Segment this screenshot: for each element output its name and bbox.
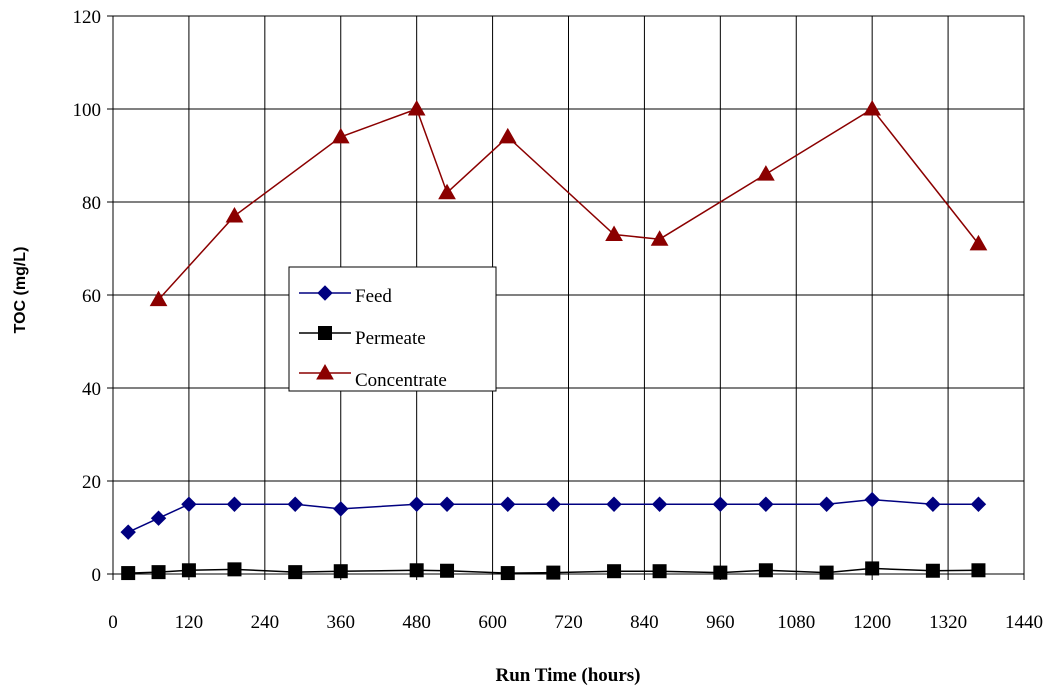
- x-tick-label: 120: [175, 612, 204, 633]
- permeate-point: [925, 563, 940, 578]
- permeate-point: [333, 564, 348, 579]
- x-tick-label: 600: [478, 612, 507, 633]
- grid-layer: [107, 15, 1025, 580]
- feed-point: [925, 496, 941, 512]
- permeate-point: [181, 563, 196, 578]
- permeate-point: [652, 564, 667, 579]
- feed-point: [500, 496, 516, 512]
- feed-point: [712, 496, 729, 512]
- feed-point: [408, 496, 425, 512]
- legend-marker-concentrate: [316, 363, 334, 380]
- concentrate-point: [498, 127, 517, 144]
- x-tick-label: 1320: [929, 612, 967, 633]
- feed-point: [970, 496, 987, 512]
- legend-item-feed: Feed: [299, 285, 392, 307]
- legend-item-permeate: Permeate: [299, 326, 426, 349]
- y-tick-label: 120: [73, 7, 102, 28]
- permeate-point: [227, 562, 242, 577]
- permeate-point: [121, 566, 136, 581]
- feed-point: [439, 496, 455, 512]
- y-tick-label: 40: [82, 379, 101, 400]
- legend-label-concentrate: Concentrate: [355, 370, 447, 391]
- x-tick-label: 1080: [777, 612, 815, 633]
- legend-item-concentrate: Concentrate: [299, 363, 447, 391]
- x-tick-label: 1200: [853, 612, 891, 633]
- concentrate-point: [331, 127, 350, 144]
- x-axis-label: Run Time (hours): [496, 665, 641, 686]
- x-tick-label: 360: [327, 612, 356, 633]
- feed-point: [864, 491, 880, 508]
- permeate-line: [128, 567, 979, 574]
- y-tick-label: 80: [82, 193, 101, 214]
- legend: Feed Permeate Concentrate: [288, 266, 497, 392]
- legend-marker-feed: [317, 285, 333, 301]
- x-tick-label: 840: [630, 612, 659, 633]
- y-tick-label: 20: [82, 472, 101, 493]
- feed-point: [181, 496, 197, 512]
- permeate-point: [409, 563, 424, 578]
- permeate-point: [151, 565, 166, 580]
- x-tick-label: 480: [402, 612, 431, 633]
- permeate-point: [440, 563, 455, 578]
- x-tick-label: 1440: [1005, 612, 1043, 633]
- x-tick-label: 720: [554, 612, 583, 633]
- feed-point: [606, 496, 622, 512]
- feed-point: [226, 496, 243, 512]
- legend-marker-permeate: [318, 326, 332, 340]
- concentrate-point: [863, 99, 882, 116]
- feed-point: [651, 496, 668, 512]
- concentrate-point: [407, 99, 426, 116]
- concentrate-point: [757, 165, 775, 181]
- legend-label-permeate: Permeate: [355, 328, 426, 349]
- y-tick-label: 60: [82, 286, 101, 307]
- permeate-point: [288, 565, 303, 580]
- x-tick-label: 240: [251, 612, 280, 633]
- concentrate-point: [605, 225, 623, 242]
- series-feed: [120, 491, 987, 540]
- feed-point: [120, 524, 136, 540]
- y-tick-label: 100: [73, 100, 102, 121]
- feed-point: [545, 496, 562, 512]
- x-tick-label: 960: [706, 612, 735, 633]
- permeate-point: [758, 563, 773, 578]
- concentrate-point: [969, 234, 988, 251]
- permeate-point: [546, 565, 561, 580]
- permeate-point: [713, 565, 728, 580]
- concentrate-point: [650, 230, 669, 246]
- permeate-point: [971, 563, 986, 578]
- concentrate-point: [225, 206, 244, 223]
- permeate-point: [865, 561, 880, 576]
- series-concentrate: [149, 99, 988, 307]
- legend-label-feed: Feed: [355, 286, 392, 307]
- x-tick-label: 0: [108, 612, 118, 633]
- y-tick-label: 0: [92, 565, 102, 586]
- y-axis-label: TOC (mg/L): [12, 247, 29, 334]
- concentrate-point: [438, 183, 456, 200]
- feed-point: [150, 510, 167, 526]
- feed-point: [758, 496, 774, 512]
- feed-point: [818, 496, 835, 512]
- series-permeate: [121, 561, 986, 581]
- feed-point: [333, 501, 349, 517]
- permeate-point: [819, 565, 834, 580]
- series-layer: [120, 99, 988, 581]
- permeate-point: [607, 564, 622, 579]
- permeate-point: [500, 566, 515, 581]
- concentrate-point: [149, 290, 168, 307]
- feed-point: [287, 496, 303, 512]
